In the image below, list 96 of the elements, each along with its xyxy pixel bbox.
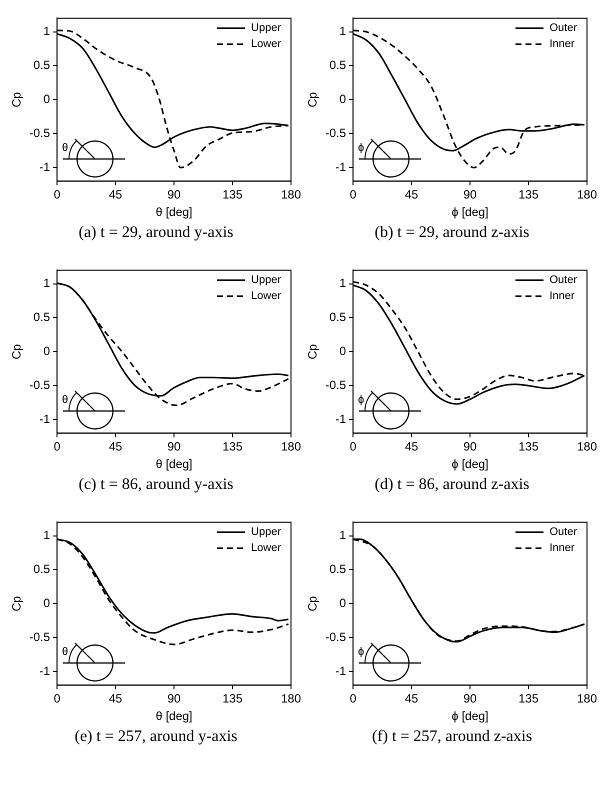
x-tick-label: 90 <box>463 440 478 454</box>
x-tick-label: 0 <box>54 188 61 202</box>
y-tick-label: 0.5 <box>329 58 346 72</box>
y-tick-label: -0.5 <box>29 630 50 644</box>
legend-label: Upper <box>251 22 282 34</box>
x-tick-label: 180 <box>280 440 302 454</box>
x-tick-label: 90 <box>463 188 478 202</box>
x-axis-title: ϕ [deg] <box>452 709 488 724</box>
x-tick-label: 45 <box>404 692 419 706</box>
x-tick-label: 90 <box>167 440 182 454</box>
y-axis-title: Cp <box>306 92 320 108</box>
y-tick-label: -1 <box>335 160 346 174</box>
legend-label: Upper <box>251 274 282 286</box>
y-tick-label: -0.5 <box>325 378 346 392</box>
x-tick-label: 135 <box>518 692 539 706</box>
legend-label: Outer <box>549 526 578 538</box>
y-tick-label: 0 <box>339 596 346 610</box>
legend-label: Lower <box>251 542 282 554</box>
legend-label: Outer <box>549 274 578 286</box>
x-tick-label: 0 <box>54 692 61 706</box>
y-tick-label: 1 <box>43 528 50 542</box>
x-tick-label: 45 <box>108 440 123 454</box>
x-axis-title: ϕ [deg] <box>452 205 488 220</box>
x-tick-label: 135 <box>518 440 539 454</box>
y-axis-title: Cp <box>10 596 24 612</box>
legend-label: Inner <box>549 542 575 554</box>
x-tick-label: 180 <box>280 188 302 202</box>
x-tick-label: 45 <box>108 692 123 706</box>
x-tick-label: 135 <box>222 692 243 706</box>
y-tick-label: 0.5 <box>33 58 50 72</box>
x-tick-label: 0 <box>54 440 61 454</box>
y-tick-label: 0 <box>43 344 50 358</box>
text: (b) t = 29, around z-axis <box>374 224 530 242</box>
text: (e) t = 257, around y-axis <box>74 728 238 746</box>
y-tick-label: -1 <box>335 664 346 678</box>
y-tick-label: 0 <box>339 92 346 106</box>
x-tick-label: 180 <box>280 692 302 706</box>
y-tick-label: 1 <box>43 24 50 38</box>
x-tick-label: 180 <box>576 188 598 202</box>
annotation: θ <box>62 142 68 154</box>
y-axis-title: Cp <box>306 596 320 612</box>
legend-label: Lower <box>251 38 282 50</box>
legend-label: Lower <box>251 290 282 302</box>
y-tick-label: 0.5 <box>33 310 50 324</box>
y-tick-label: 1 <box>339 276 346 290</box>
y-axis-title: Cp <box>306 344 320 360</box>
x-tick-label: 180 <box>576 440 598 454</box>
x-axis-title: θ [deg] <box>156 205 192 220</box>
x-tick-label: 0 <box>350 188 357 202</box>
text: (c) t = 86, around y-axis <box>78 476 234 494</box>
y-tick-label: 0.5 <box>33 562 50 576</box>
y-tick-label: -1 <box>335 412 346 426</box>
y-tick-label: 1 <box>43 276 50 290</box>
legend-label: Outer <box>549 22 578 34</box>
annotation: ϕ <box>358 646 364 658</box>
y-tick-label: 0.5 <box>329 310 346 324</box>
x-axis-title: ϕ [deg] <box>452 457 488 472</box>
x-tick-label: 0 <box>350 440 357 454</box>
y-tick-label: 0 <box>43 596 50 610</box>
legend-label: Inner <box>549 38 575 50</box>
y-tick-label: -0.5 <box>325 126 346 140</box>
x-tick-label: 135 <box>222 188 243 202</box>
y-tick-label: 0.5 <box>329 562 346 576</box>
x-tick-label: 135 <box>222 440 243 454</box>
y-axis-title: Cp <box>10 92 24 108</box>
y-tick-label: 0 <box>339 344 346 358</box>
x-axis-title: θ [deg] <box>156 457 192 472</box>
x-tick-label: 90 <box>463 692 478 706</box>
x-tick-label: 90 <box>167 692 182 706</box>
annotation: ϕ <box>358 142 364 154</box>
x-tick-label: 0 <box>350 692 357 706</box>
legend-label: Inner <box>549 290 575 302</box>
y-tick-label: 0 <box>43 92 50 106</box>
text: (a) t = 29, around y-axis <box>78 224 234 242</box>
x-tick-label: 135 <box>518 188 539 202</box>
y-tick-label: -1 <box>39 412 50 426</box>
x-tick-label: 45 <box>108 188 123 202</box>
x-tick-label: 45 <box>404 188 419 202</box>
x-tick-label: 180 <box>576 692 598 706</box>
text: (f) t = 257, around z-axis <box>370 728 534 746</box>
annotation: θ <box>62 646 68 658</box>
y-axis-title: Cp <box>10 344 24 360</box>
y-tick-label: -1 <box>39 664 50 678</box>
annotation: ϕ <box>358 394 364 406</box>
y-tick-label: -0.5 <box>29 126 50 140</box>
annotation: θ <box>62 394 68 406</box>
x-axis-title: θ [deg] <box>156 709 192 724</box>
y-tick-label: -0.5 <box>29 378 50 392</box>
y-tick-label: 1 <box>339 528 346 542</box>
y-tick-label: 1 <box>339 24 346 38</box>
y-tick-label: -1 <box>39 160 50 174</box>
legend-label: Upper <box>251 526 282 538</box>
text: (d) t = 86, around z-axis <box>374 476 530 494</box>
y-tick-label: -0.5 <box>325 630 346 644</box>
x-tick-label: 45 <box>404 440 419 454</box>
x-tick-label: 90 <box>167 188 182 202</box>
